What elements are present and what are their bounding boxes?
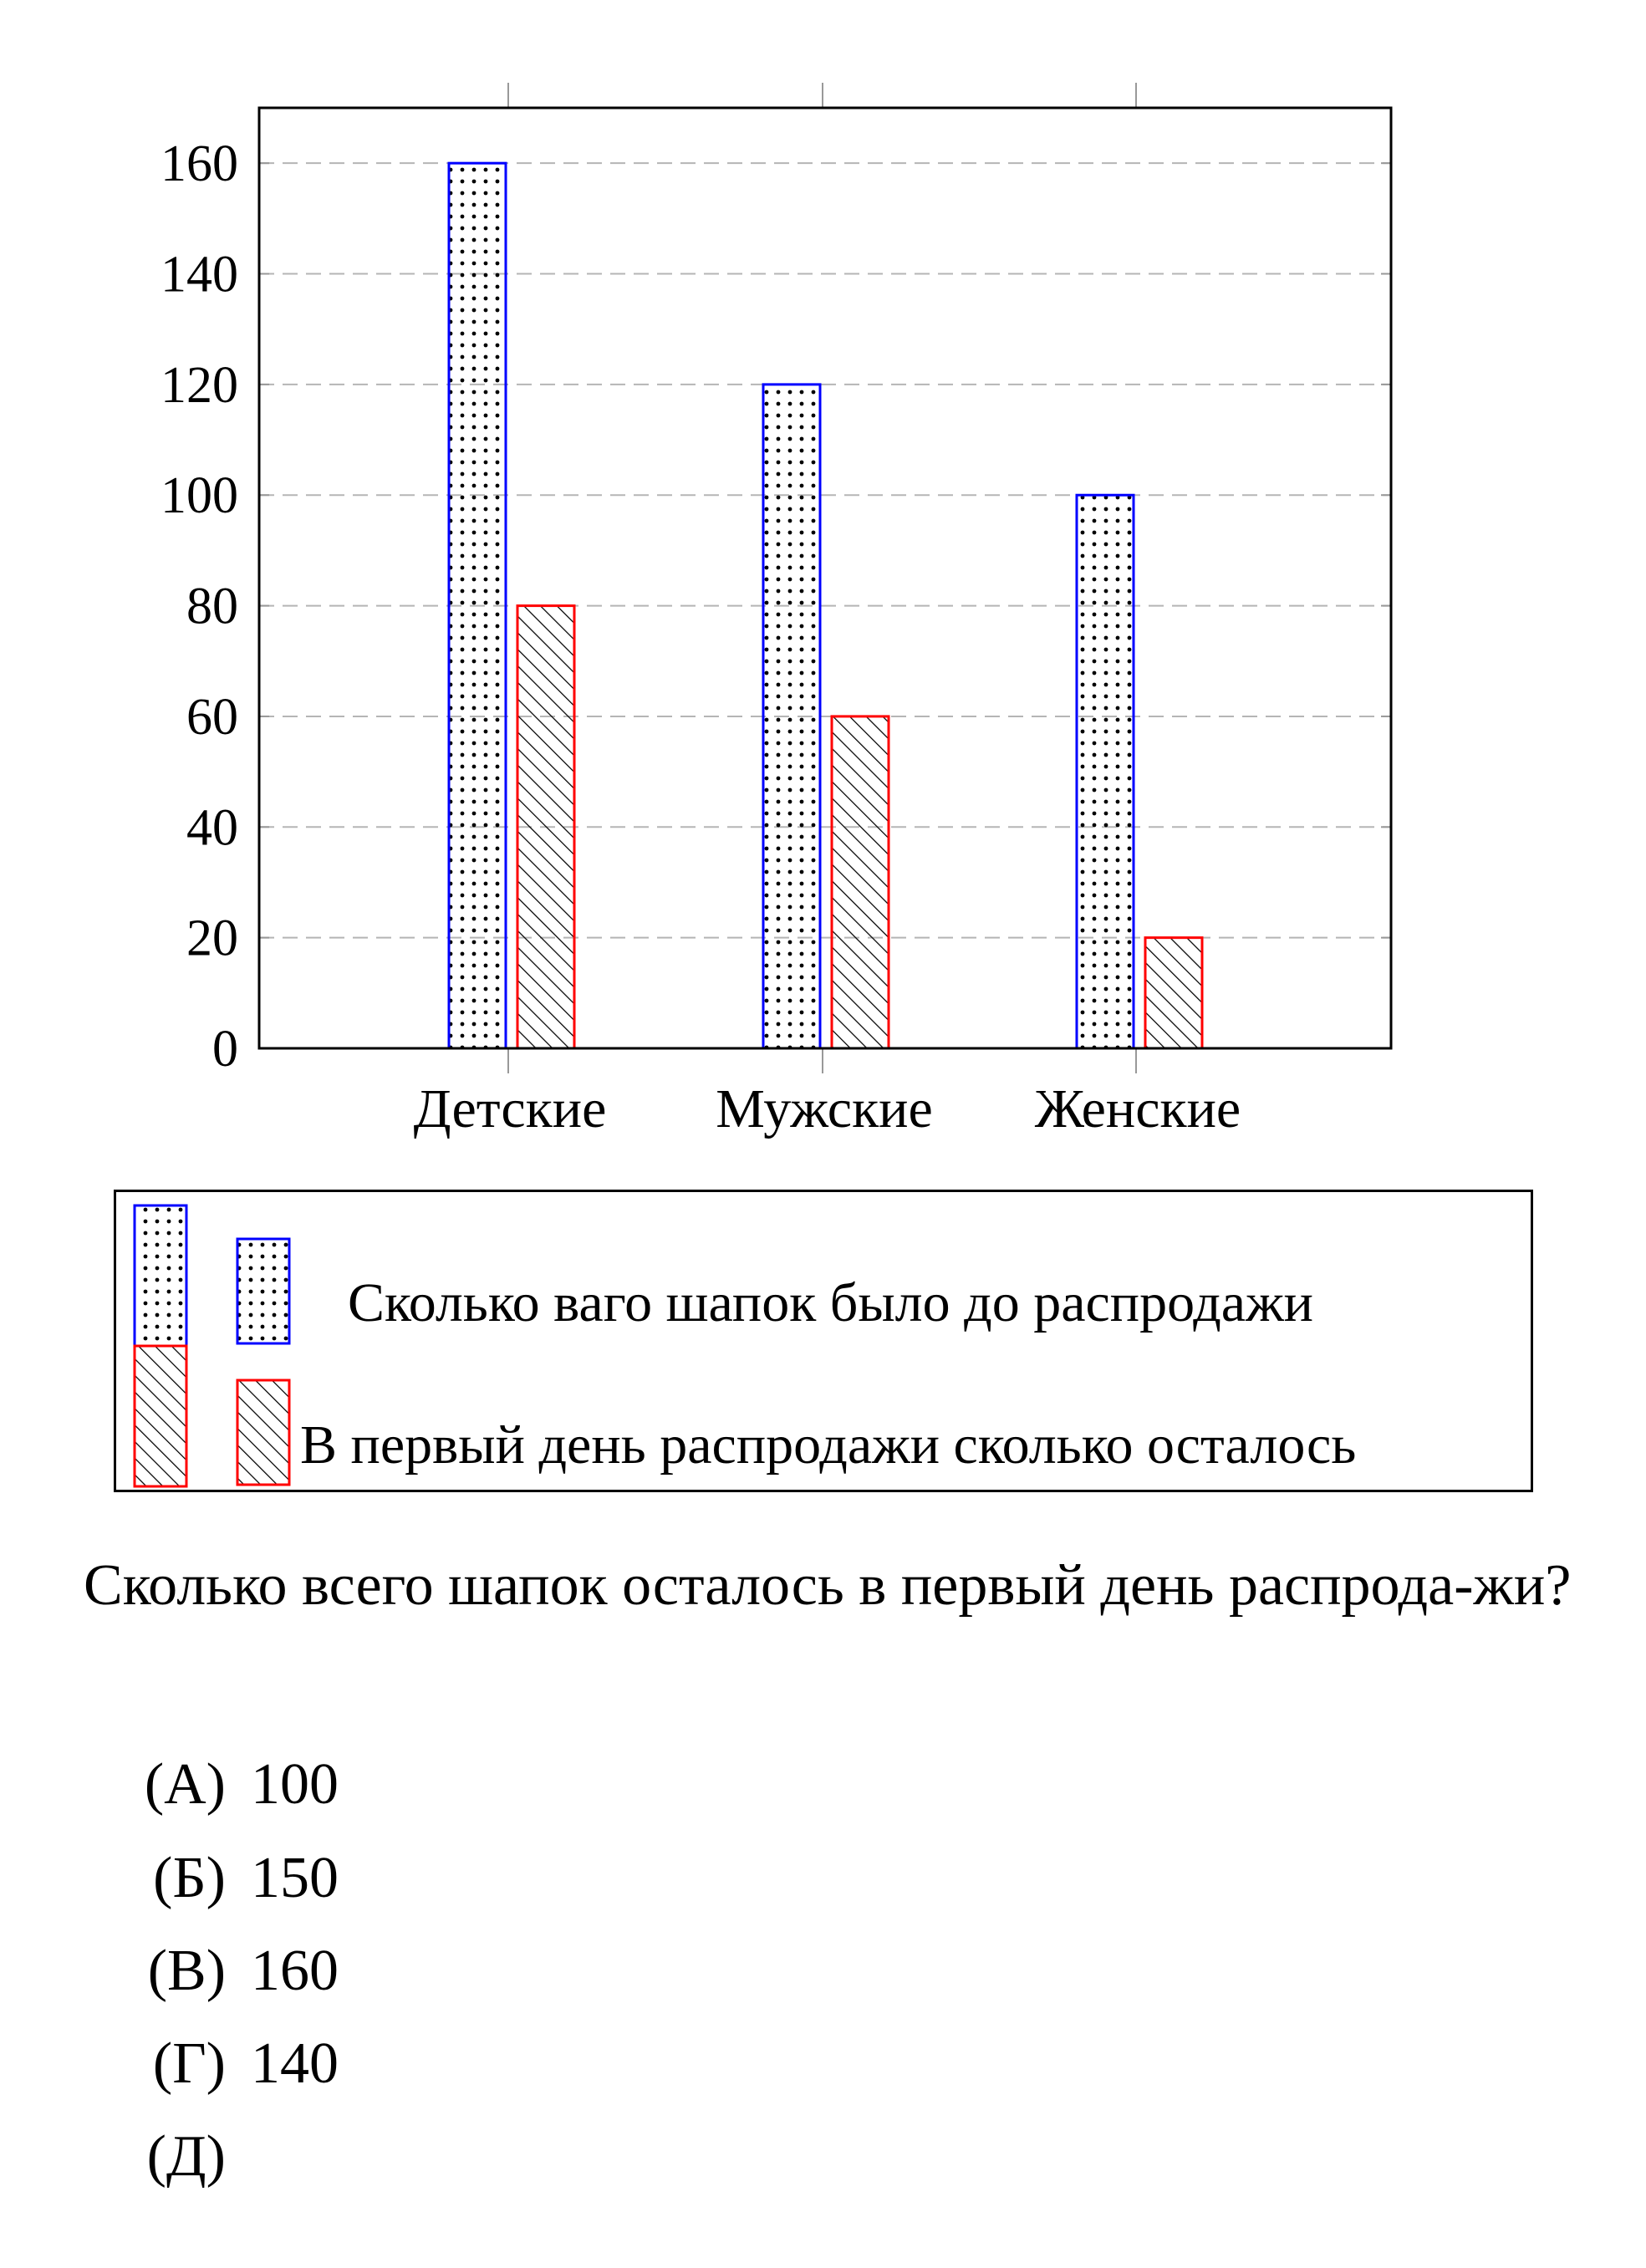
legend: Сколько ваго шапок было до распродажи В … (114, 1190, 1533, 1492)
legend-swatch-dots-large (133, 1204, 188, 1348)
x-category-label: Детские (414, 1078, 607, 1139)
question-text: Сколько всего шапок осталось в первый де… (84, 1553, 1572, 1618)
bar-chart: 0 20 40 60 80 100 120 140 160 Детские Мужские Женск… (161, 83, 1393, 1139)
option-letter: (Г) (152, 2031, 226, 2096)
y-tick-label: 20 (186, 910, 238, 967)
option-letter: (А) (144, 1752, 226, 1817)
plot-frame (257, 106, 1393, 1050)
x-category-label: Мужские (716, 1078, 933, 1139)
y-tick-label: 140 (161, 247, 238, 303)
option-value: 160 (251, 1939, 339, 2003)
option-letter: (Д) (146, 2124, 226, 2189)
legend-swatches (133, 1204, 291, 1488)
y-tick-label: 40 (186, 799, 238, 856)
axis-labels: 0 20 40 60 80 100 120 140 160 Детские Мужские Женск… (161, 135, 1241, 1139)
bar-remaining-2 (1144, 936, 1204, 1050)
option-letter: (В) (147, 1939, 226, 2003)
answer-option-d[interactable]: (Г) 140 (109, 2035, 339, 2093)
answer-option-a[interactable]: (А) 100 (109, 1756, 339, 1814)
y-tick-label: 160 (161, 135, 238, 192)
legend-label-first-day-remaining: В первый день распродажи сколько осталос… (300, 1414, 1357, 1475)
legend-swatch-hatch (236, 1379, 291, 1486)
legend-label-before-sale: Сколько ваго шапок было до распродажи (348, 1272, 1313, 1333)
y-tick-label: 120 (161, 357, 238, 414)
grid-lines (259, 162, 1391, 939)
x-category-label: Женские (1035, 1078, 1241, 1139)
bar-before-sale-2 (1075, 493, 1135, 1050)
y-tick-label: 0 (212, 1021, 238, 1078)
bar-before-sale-0 (447, 161, 507, 1050)
option-value: 140 (251, 2031, 339, 2096)
option-value: 100 (251, 1752, 339, 1817)
y-tick-label: 100 (161, 467, 238, 524)
y-tick-label: 80 (186, 578, 238, 635)
option-value: 150 (251, 1846, 339, 1910)
bar-remaining-1 (830, 715, 890, 1050)
bar-before-sale-1 (762, 383, 822, 1050)
axis-ticks (259, 83, 1391, 1073)
answer-option-c[interactable]: (В) 160 (109, 1942, 339, 2000)
legend-swatch-hatch-large (133, 1344, 188, 1488)
answer-option-b[interactable]: (Б) 150 (109, 1849, 339, 1908)
bars (447, 161, 1204, 1050)
bar-remaining-0 (516, 604, 576, 1050)
legend-swatch-dots (236, 1237, 291, 1345)
y-tick-label: 60 (186, 689, 238, 746)
answer-option-e[interactable]: (Д) (109, 2128, 251, 2186)
option-letter: (Б) (153, 1846, 226, 1910)
